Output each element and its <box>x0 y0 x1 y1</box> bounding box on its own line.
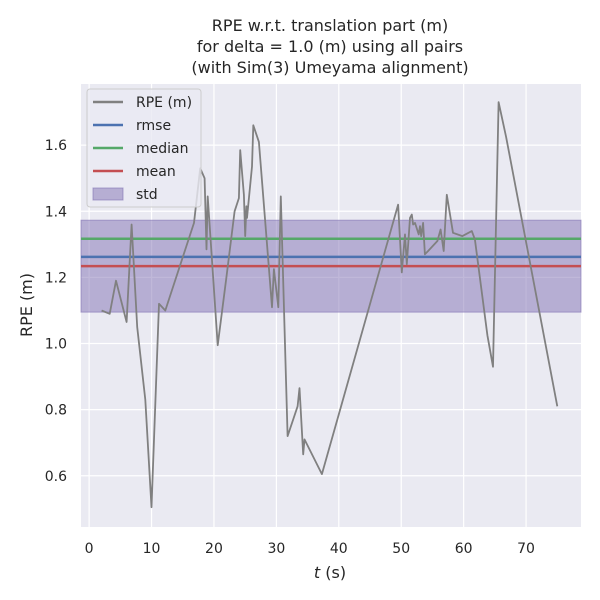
title-line-1: RPE w.r.t. translation part (m) <box>212 16 448 35</box>
stat-lines-layer <box>81 237 581 268</box>
legend-label-rpe: RPE (m) <box>136 95 192 111</box>
title-line-3: (with Sim(3) Umeyama alignment) <box>191 58 468 77</box>
y-tick-label: 0.6 <box>45 469 67 485</box>
x-tick-label: 30 <box>267 541 285 557</box>
legend-label-median: median <box>136 141 188 157</box>
x-axis-label-unit: (s) <box>320 563 346 582</box>
x-tick-label: 70 <box>517 541 535 557</box>
x-tick-label: 60 <box>455 541 473 557</box>
title-line-2: for delta = 1.0 (m) using all pairs <box>197 37 463 56</box>
y-axis-label: RPE (m) <box>17 273 36 337</box>
y-tick-labels: 0.6 0.8 1.0 1.2 1.4 1.6 <box>45 138 67 485</box>
x-tick-label: 0 <box>85 541 94 557</box>
x-tick-label: 40 <box>330 541 348 557</box>
x-tick-label: 50 <box>392 541 410 557</box>
y-tick-label: 0.8 <box>45 403 67 419</box>
legend: RPE (m) rmse median mean std <box>86 88 202 208</box>
x-tick-labels: 0 10 20 30 40 50 60 70 <box>85 541 535 557</box>
legend-swatch-std <box>92 187 124 201</box>
legend-label-mean: mean <box>136 164 176 180</box>
legend-label-rmse: rmse <box>136 118 171 134</box>
x-axis-label: t (s) <box>314 563 346 582</box>
x-tick-label: 20 <box>205 541 223 557</box>
y-tick-label: 1.2 <box>45 270 67 286</box>
chart-title: RPE w.r.t. translation part (m) for delt… <box>191 16 468 77</box>
x-tick-label: 10 <box>143 541 161 557</box>
y-tick-label: 1.6 <box>45 138 67 154</box>
y-tick-label: 1.4 <box>45 204 67 220</box>
legend-label-std: std <box>136 187 158 203</box>
y-tick-label: 1.0 <box>45 337 67 353</box>
x-axis-label-var: t <box>314 563 321 582</box>
legend-frame <box>86 88 202 208</box>
